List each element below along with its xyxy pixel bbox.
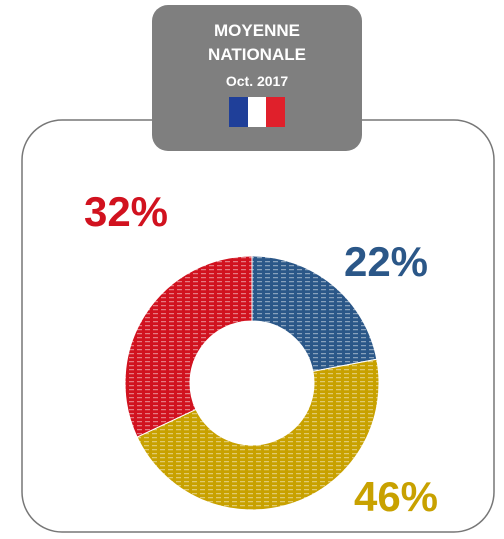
flag-icon [229,97,286,127]
chart-subtitle: Oct. 2017 [225,73,289,89]
value-label: 22% [344,238,428,285]
chart-title: MOYENNE NATIONALE [208,21,306,64]
value-label: 46% [354,473,438,520]
donut-slice [136,358,380,511]
donut-slice [124,255,253,438]
donut-slice [251,255,378,372]
value-label: 32% [84,188,168,235]
badge: MOYENNE NATIONALE Oct. 2017 [152,5,362,151]
